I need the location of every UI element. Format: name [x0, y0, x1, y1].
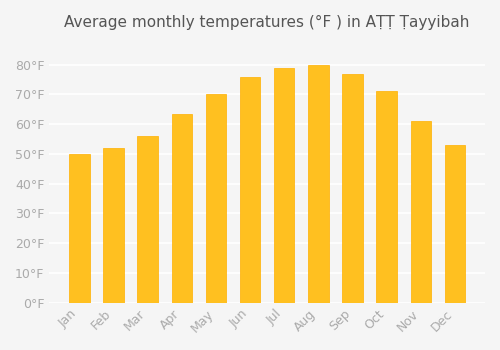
Bar — [274, 68, 294, 303]
Bar — [104, 148, 124, 303]
Bar — [172, 114, 192, 303]
Bar — [410, 121, 431, 303]
Bar — [444, 145, 465, 303]
Bar — [240, 77, 260, 303]
Bar — [308, 65, 328, 303]
Bar — [206, 94, 226, 303]
Bar — [69, 154, 89, 303]
Bar — [138, 136, 158, 303]
Bar — [342, 74, 363, 303]
Title: Average monthly temperatures (°F ) in AṬṬ Ṭayyibah: Average monthly temperatures (°F ) in AṬ… — [64, 15, 470, 30]
Bar — [376, 91, 397, 303]
